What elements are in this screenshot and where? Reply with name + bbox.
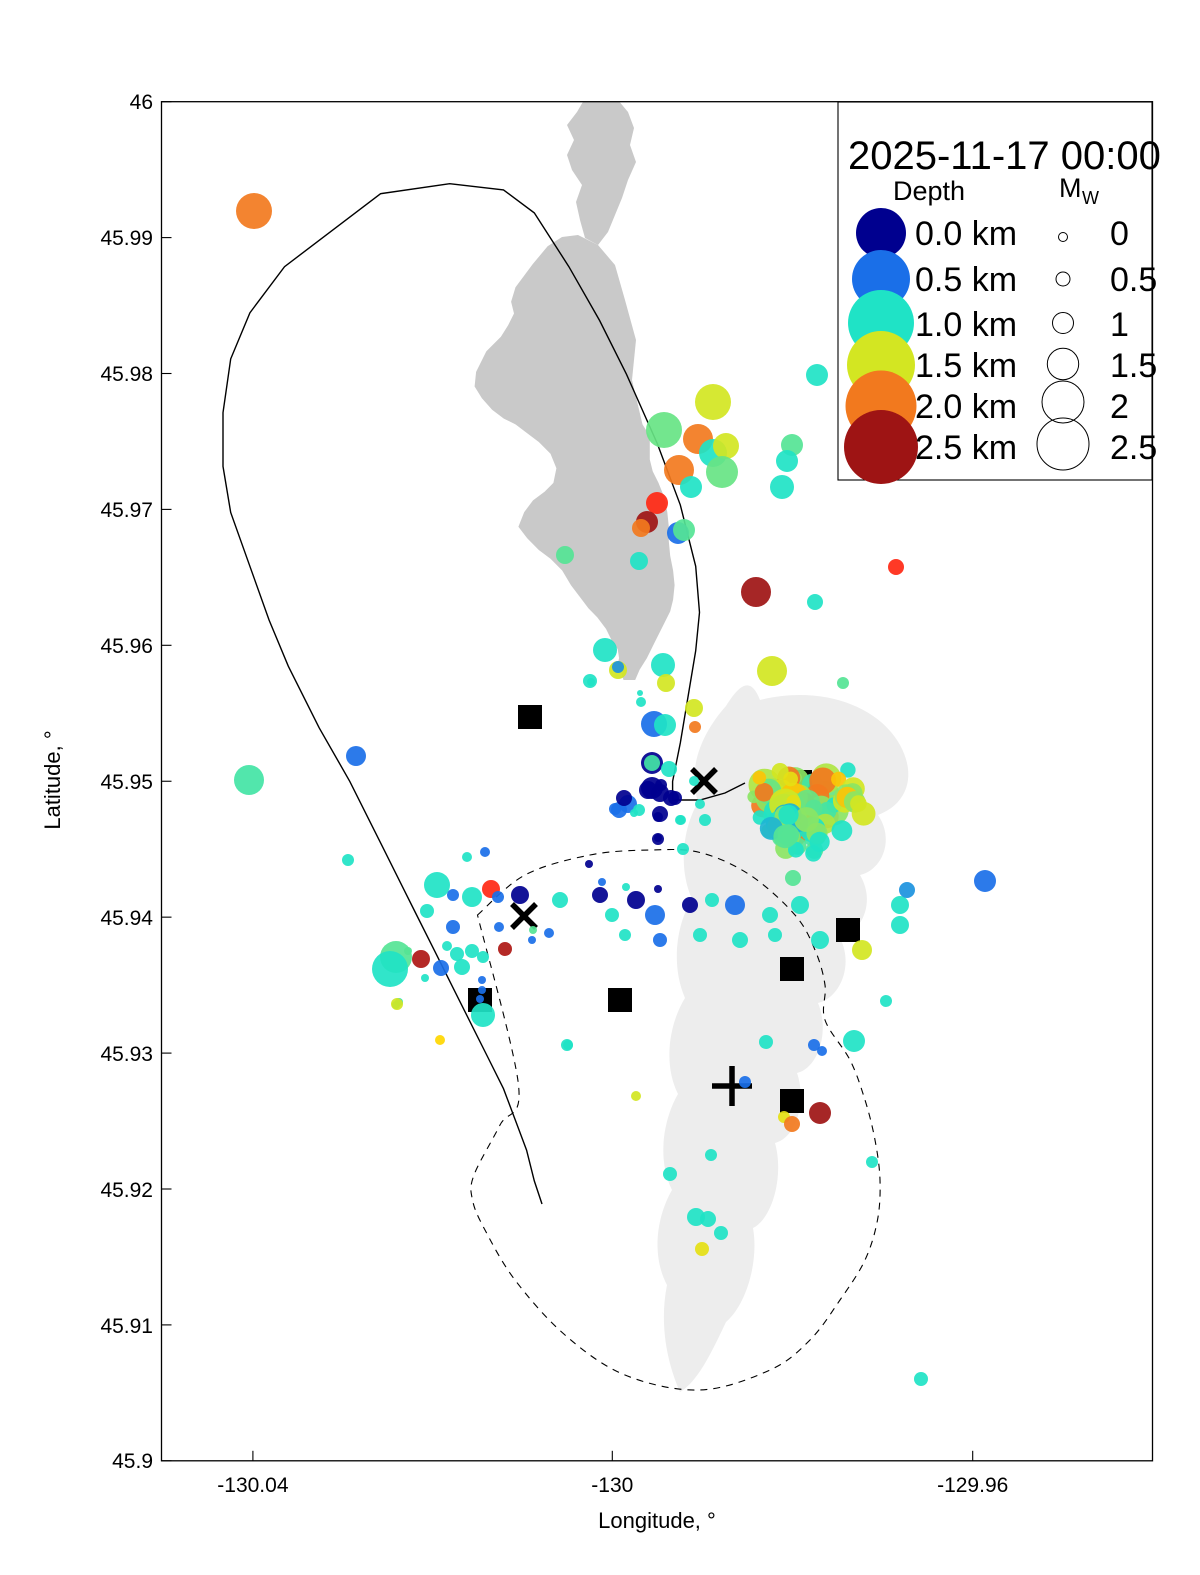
- svg-text:45.95: 45.95: [100, 771, 153, 794]
- svg-text:45.96: 45.96: [100, 635, 153, 658]
- svg-text:45.97: 45.97: [100, 499, 153, 522]
- svg-text:W: W: [1082, 188, 1099, 208]
- svg-text:45.94: 45.94: [100, 907, 153, 930]
- svg-text:-129.96: -129.96: [937, 1474, 1008, 1497]
- svg-text:2.5: 2.5: [1110, 429, 1157, 467]
- svg-text:0.5: 0.5: [1110, 261, 1157, 299]
- svg-text:45.98: 45.98: [100, 363, 153, 386]
- svg-text:-130: -130: [591, 1474, 633, 1497]
- svg-text:45.91: 45.91: [100, 1315, 153, 1338]
- svg-text:Latitude, °: Latitude, °: [40, 730, 65, 829]
- svg-text:0: 0: [1110, 215, 1129, 253]
- svg-text:1: 1: [1110, 306, 1129, 344]
- svg-text:45.9: 45.9: [112, 1450, 153, 1473]
- svg-text:46: 46: [130, 91, 153, 114]
- svg-text:2: 2: [1110, 388, 1129, 426]
- svg-text:1.0 km: 1.0 km: [915, 306, 1017, 344]
- svg-text:1.5 km: 1.5 km: [915, 347, 1017, 385]
- svg-text:Longitude, °: Longitude, °: [598, 1508, 716, 1533]
- svg-text:2.5 km: 2.5 km: [915, 429, 1017, 467]
- svg-text:2.0 km: 2.0 km: [915, 388, 1017, 426]
- svg-text:Depth: Depth: [893, 176, 965, 206]
- svg-text:2025-11-17 00:00: 2025-11-17 00:00: [848, 134, 1161, 178]
- svg-text:-130.04: -130.04: [217, 1474, 289, 1497]
- svg-text:1.5: 1.5: [1110, 347, 1157, 385]
- svg-text:0.0 km: 0.0 km: [915, 215, 1017, 253]
- svg-text:M: M: [1059, 173, 1082, 203]
- svg-text:45.92: 45.92: [100, 1179, 153, 1202]
- svg-text:45.99: 45.99: [100, 227, 153, 250]
- svg-text:45.93: 45.93: [100, 1043, 153, 1066]
- svg-text:0.5 km: 0.5 km: [915, 261, 1017, 299]
